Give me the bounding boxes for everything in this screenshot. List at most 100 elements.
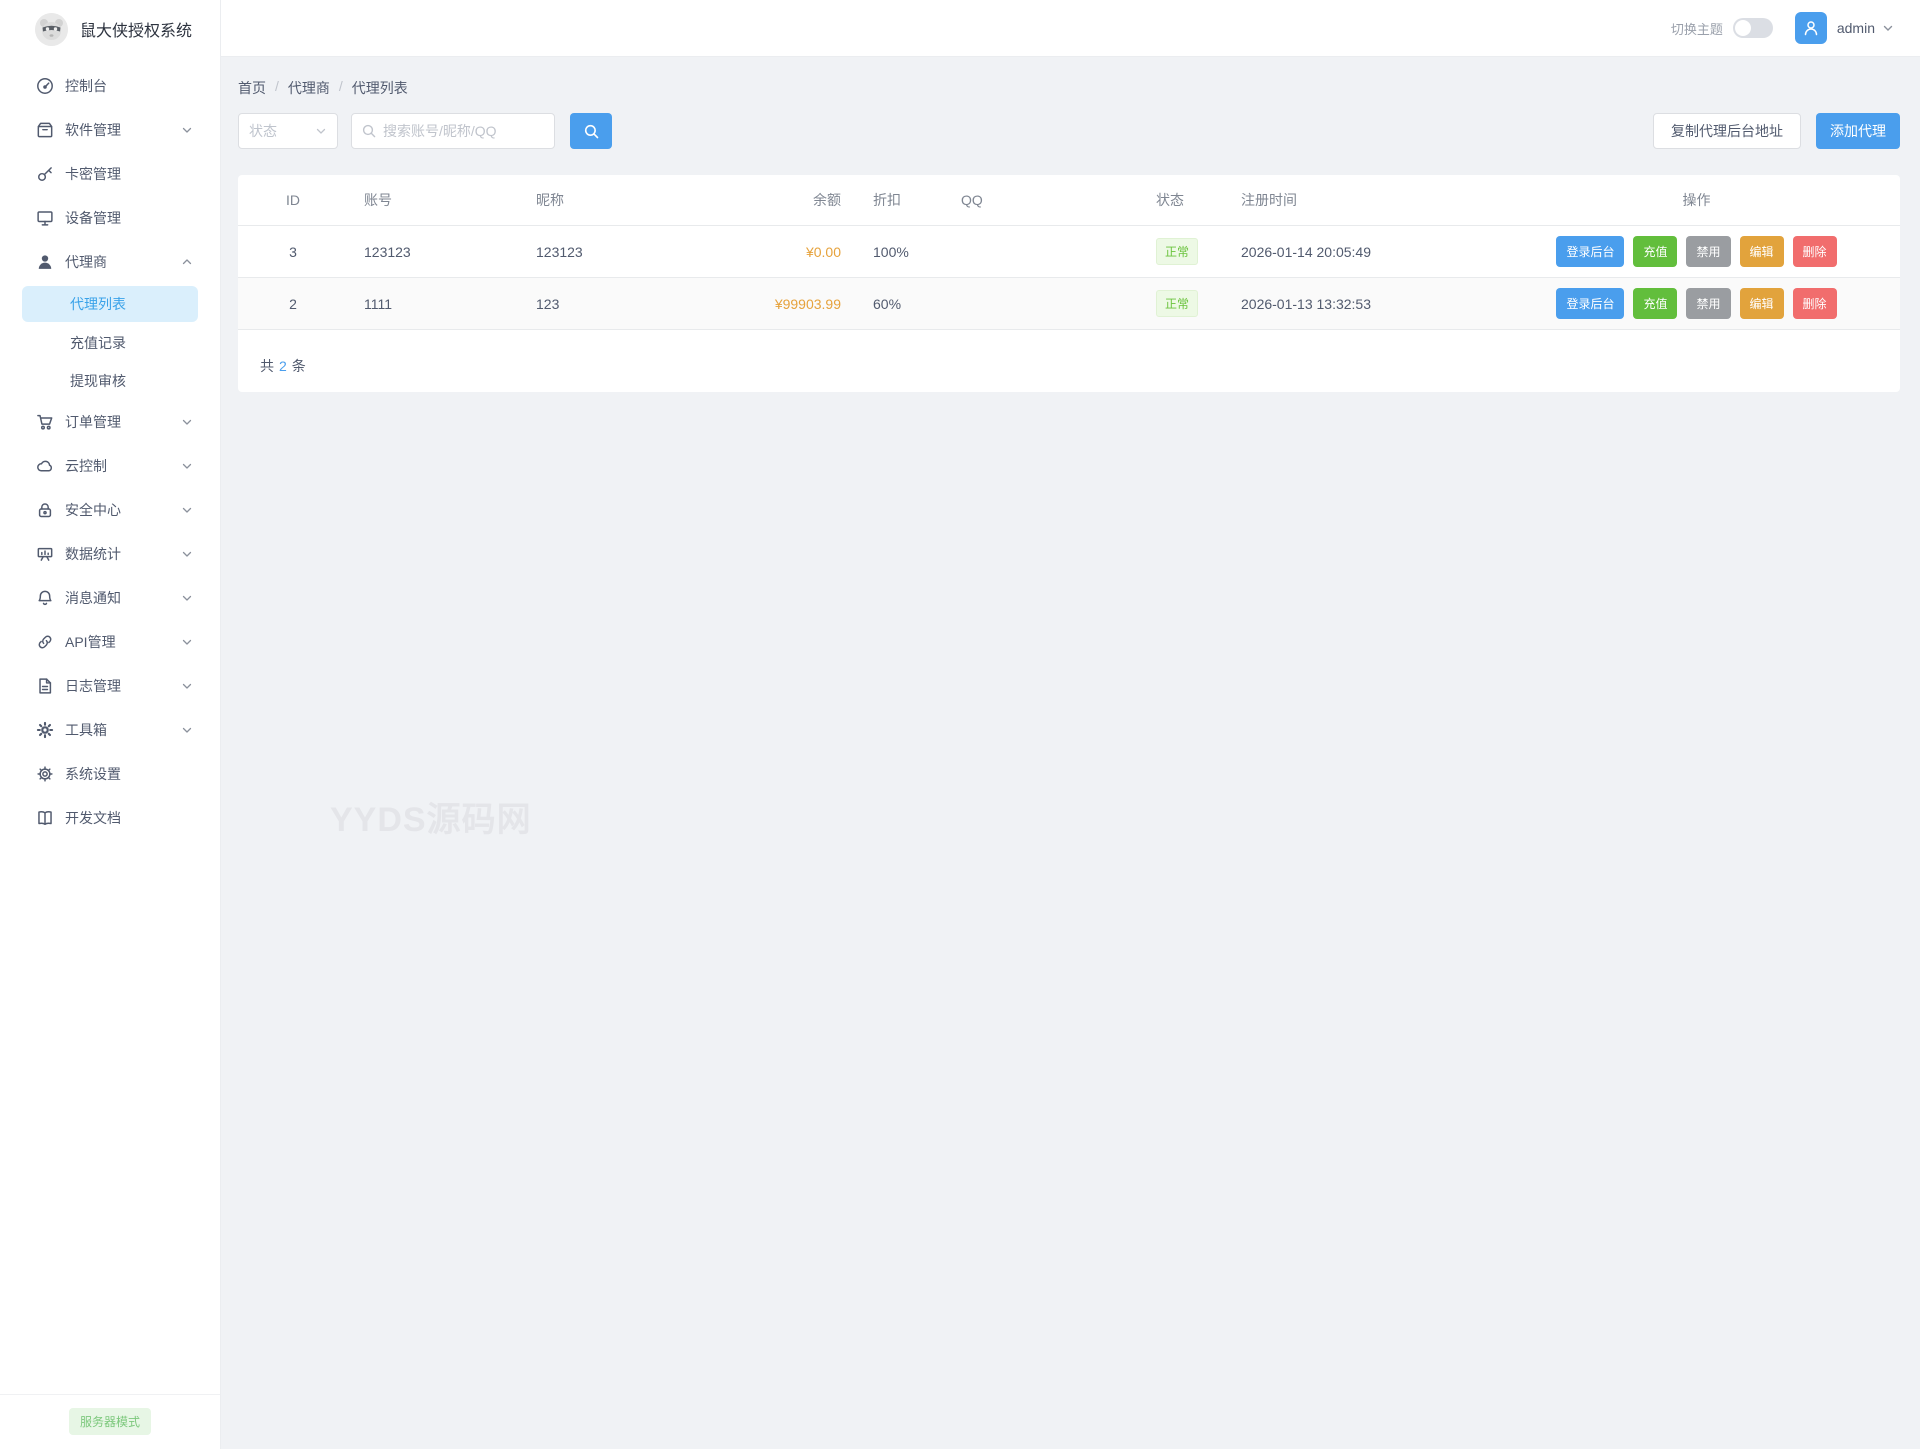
column-header: ID xyxy=(238,175,348,226)
status-select[interactable]: 状态 xyxy=(238,113,338,149)
chevron-up-icon xyxy=(181,256,193,268)
sidebar-subitem-recharge-record[interactable]: 充值记录 xyxy=(70,334,126,351)
disable-button[interactable]: 禁用 xyxy=(1686,236,1731,267)
agents-table: ID 账号 昵称 余额 折扣 QQ 状态 注册时间 操作 3 123123 123123 ¥0.00 1… xyxy=(238,175,1900,330)
toolbar-actions: 复制代理后台地址 添加代理 xyxy=(1653,113,1900,149)
chevron-down-icon xyxy=(181,504,193,516)
sidebar-item-label: 控制台 xyxy=(65,78,107,94)
row-actions: 登录后台 充值 禁用 编辑 删除 xyxy=(1509,236,1884,267)
breadcrumb-item: 代理列表 xyxy=(351,80,408,96)
cell-nickname: 123 xyxy=(520,277,692,330)
delete-button[interactable]: 删除 xyxy=(1792,236,1837,267)
copy-agent-url-button[interactable]: 复制代理后台地址 xyxy=(1653,113,1801,149)
key-icon xyxy=(36,165,54,183)
cell-qq xyxy=(945,277,1140,330)
chevron-down-icon xyxy=(181,124,193,136)
sidebar-item-dev-docs[interactable]: 开发文档 xyxy=(0,796,220,840)
balance-value: ¥0.00 xyxy=(805,243,841,260)
topbar: 切换主题 admin xyxy=(221,0,1920,57)
theme-toggle-knob xyxy=(1734,20,1751,36)
monitor-icon xyxy=(36,209,54,227)
server-mode-badge: 服务器模式 xyxy=(68,1408,151,1435)
sidebar-footer: 服务器模式 xyxy=(0,1394,220,1449)
login-backend-button[interactable]: 登录后台 xyxy=(1556,288,1625,319)
toolbox-icon xyxy=(36,721,54,739)
app-logo-icon xyxy=(35,12,68,46)
cell-actions: 登录后台 充值 禁用 编辑 删除 xyxy=(1493,277,1900,330)
breadcrumb: 首页 / 代理商 / 代理列表 xyxy=(238,78,1920,98)
sidebar-item-toolbox[interactable]: 工具箱 xyxy=(0,708,220,752)
column-header: 折扣 xyxy=(857,175,945,226)
table-row: 2 1111 123 ¥99903.99 60% 正常 2026-01-13 13:32:5… xyxy=(238,277,1900,330)
search-input[interactable] xyxy=(383,123,544,139)
column-header: 状态 xyxy=(1140,175,1225,226)
breadcrumb-item[interactable]: 代理商 xyxy=(287,80,330,96)
column-header: QQ xyxy=(945,175,1140,226)
cloud-icon xyxy=(36,457,54,475)
sidebar-item-label: API管理 xyxy=(65,634,116,650)
status-badge: 正常 xyxy=(1156,290,1199,317)
search-button[interactable] xyxy=(570,113,612,149)
login-backend-button[interactable]: 登录后台 xyxy=(1556,236,1625,267)
sidebar-item-notifications[interactable]: 消息通知 xyxy=(0,576,220,620)
sidebar-item-label: 系统设置 xyxy=(65,766,121,782)
filter-toolbar: 状态 复制代理后台地址 添加代理 xyxy=(238,113,1900,149)
search-icon xyxy=(362,124,376,138)
sidebar-subitem-agent-list[interactable]: 代理列表 xyxy=(22,286,198,322)
app-title: 鼠大侠授权系统 xyxy=(80,23,193,40)
cell-balance: ¥0.00 xyxy=(692,225,857,278)
sidebar-item-log-mgmt[interactable]: 日志管理 xyxy=(0,664,220,708)
sidebar-item-api-mgmt[interactable]: API管理 xyxy=(0,620,220,664)
sidebar-item-data-stats[interactable]: 数据统计 xyxy=(0,532,220,576)
delete-button[interactable]: 删除 xyxy=(1792,288,1837,319)
sidebar-item-system-settings[interactable]: 系统设置 xyxy=(0,752,220,796)
sidebar-item-dashboard[interactable]: 控制台 xyxy=(0,64,220,108)
main-content: 首页 / 代理商 / 代理列表 状态 复制代理后台地址 添加代理 xyxy=(221,57,1920,1449)
search-box xyxy=(351,113,555,149)
breadcrumb-item[interactable]: 首页 xyxy=(238,80,266,96)
balance-value: ¥99903.99 xyxy=(774,295,841,312)
chevron-down-icon[interactable] xyxy=(1882,22,1894,34)
column-header: 余额 xyxy=(692,175,857,226)
theme-toggle-label: 切换主题 xyxy=(1670,21,1723,37)
recharge-button[interactable]: 充值 xyxy=(1633,288,1678,319)
sidebar-item-label: 开发文档 xyxy=(65,810,121,826)
sidebar-item-label: 日志管理 xyxy=(65,678,121,694)
disable-button[interactable]: 禁用 xyxy=(1686,288,1731,319)
sidebar: 鼠大侠授权系统 控制台软件管理卡密管理 设备管理代理商代理列表充值记录提现审核订单… xyxy=(0,0,221,1449)
edit-button[interactable]: 编辑 xyxy=(1739,288,1784,319)
column-header: 账号 xyxy=(348,175,520,226)
sidebar-item-label: 代理商 xyxy=(65,254,107,270)
edit-button[interactable]: 编辑 xyxy=(1739,236,1784,267)
cell-registered: 2026-01-13 13:32:53 xyxy=(1225,277,1493,330)
add-agent-button[interactable]: 添加代理 xyxy=(1816,113,1900,149)
sidebar-item-card-key-mgmt[interactable]: 卡密管理 xyxy=(0,152,220,196)
sidebar-item-device-mgmt[interactable]: 设备管理 xyxy=(0,196,220,240)
sidebar-item-order-mgmt[interactable]: 订单管理 xyxy=(0,400,220,444)
cell-id: 2 xyxy=(238,277,348,330)
sidebar-subitem-withdraw-review[interactable]: 提现审核 xyxy=(70,372,126,389)
breadcrumb-separator: / xyxy=(275,78,279,94)
chevron-down-icon xyxy=(181,548,193,560)
cart-icon xyxy=(36,413,54,431)
cell-balance: ¥99903.99 xyxy=(692,277,857,330)
sidebar-item-label: 云控制 xyxy=(65,458,107,474)
chevron-down-icon xyxy=(315,125,327,137)
sidebar-item-software-mgmt[interactable]: 软件管理 xyxy=(0,108,220,152)
user-avatar[interactable] xyxy=(1794,12,1827,44)
agents-table-card: ID 账号 昵称 余额 折扣 QQ 状态 注册时间 操作 3 123123 123123 ¥0.00 1… xyxy=(238,175,1900,392)
username[interactable]: admin xyxy=(1836,20,1875,36)
recharge-button[interactable]: 充值 xyxy=(1633,236,1678,267)
sidebar-item-label: 软件管理 xyxy=(65,122,121,138)
sidebar-item-agents[interactable]: 代理商 xyxy=(0,240,220,284)
user-icon xyxy=(1804,21,1818,36)
cell-discount: 60% xyxy=(857,277,945,330)
sidebar-item-security-center[interactable]: 安全中心 xyxy=(0,488,220,532)
column-header: 注册时间 xyxy=(1225,175,1493,226)
sidebar-item-label: 工具箱 xyxy=(65,722,107,738)
book-icon xyxy=(36,809,54,827)
sidebar-item-cloud-control[interactable]: 云控制 xyxy=(0,444,220,488)
theme-toggle[interactable] xyxy=(1732,18,1773,38)
lock-icon xyxy=(36,501,54,519)
